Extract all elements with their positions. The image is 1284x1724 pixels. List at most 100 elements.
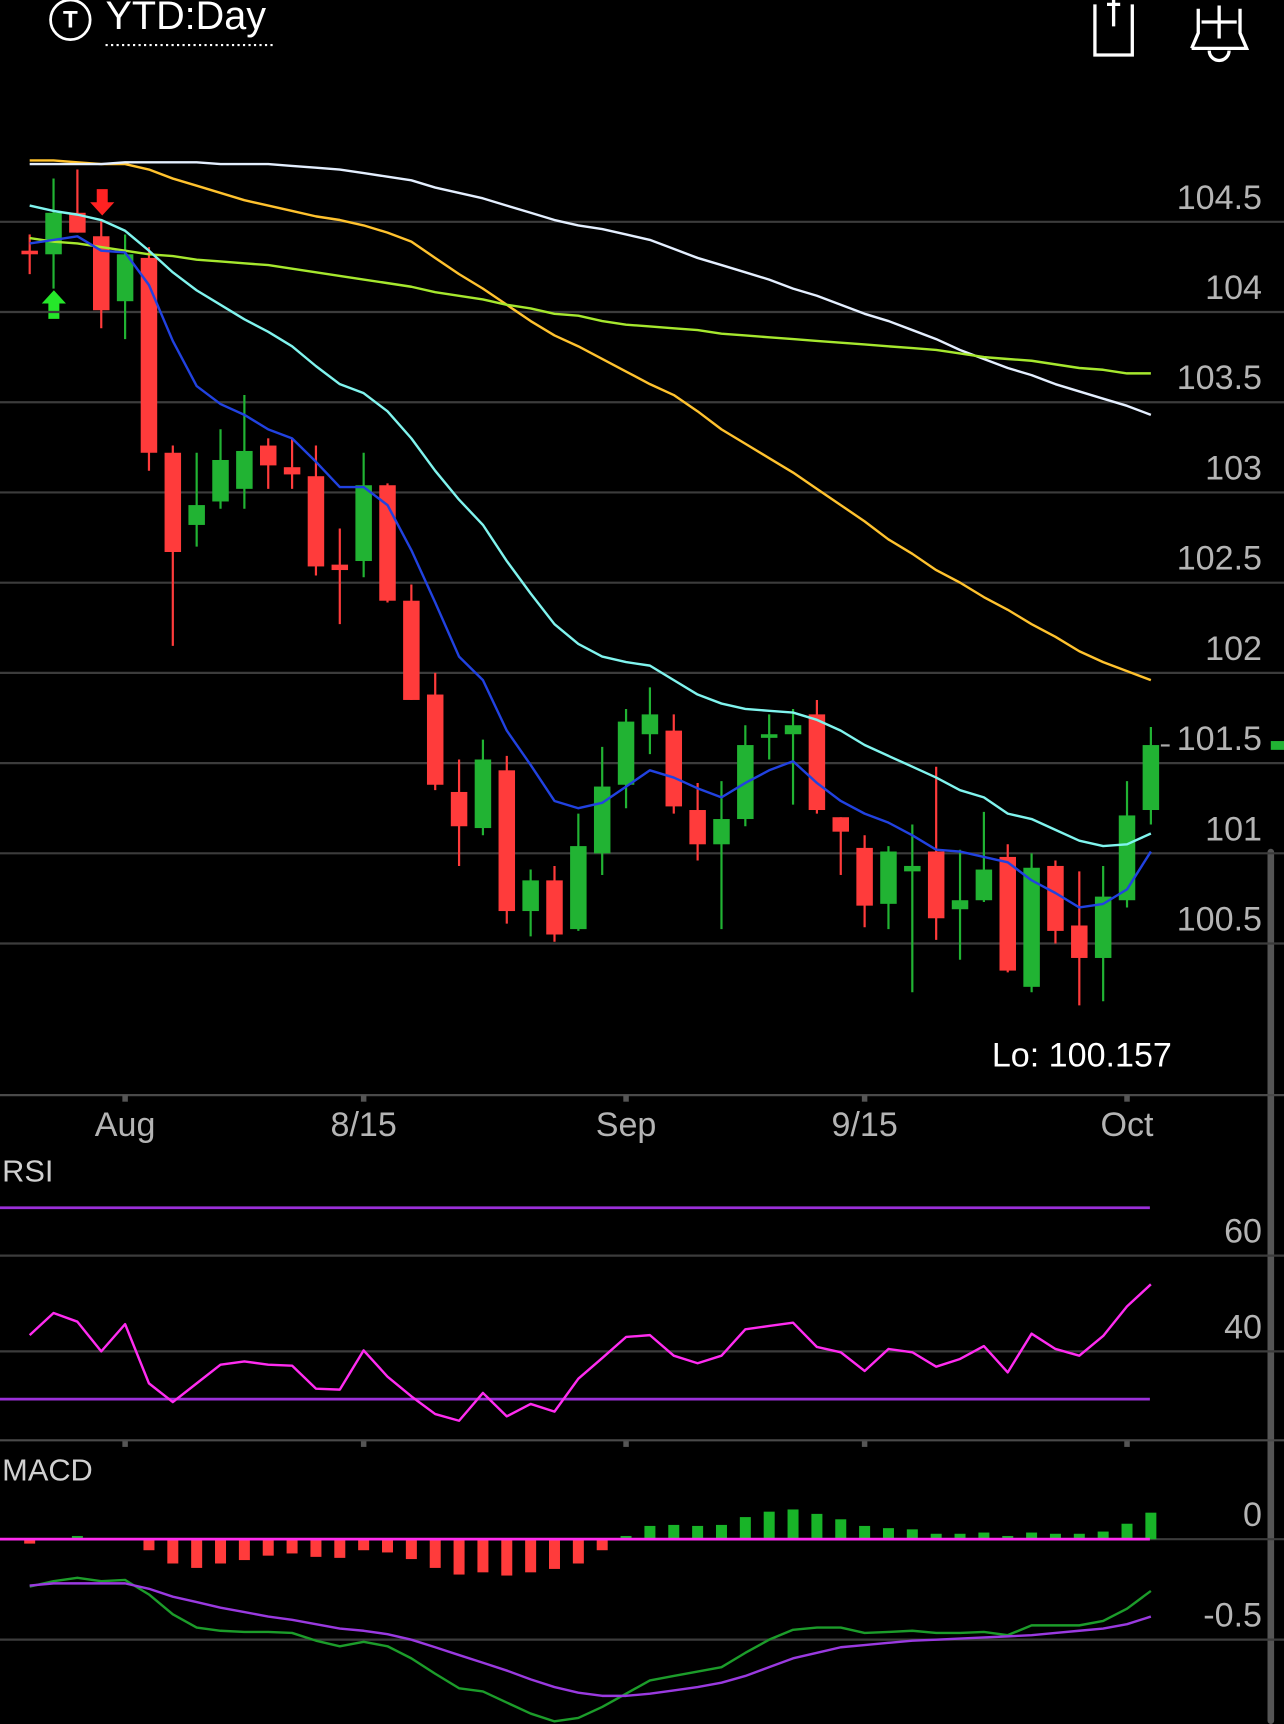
candle-body xyxy=(760,734,778,738)
histogram-bar xyxy=(835,1519,847,1540)
candle-body xyxy=(1047,865,1064,931)
y-tick-label: 0 xyxy=(1243,1496,1262,1534)
candle-body xyxy=(832,817,850,832)
scrollbar[interactable] xyxy=(1267,848,1275,1724)
histogram-bar xyxy=(548,1539,560,1569)
histogram-bar xyxy=(811,1513,823,1540)
histogram-bar xyxy=(668,1524,680,1540)
candle-body xyxy=(784,725,802,735)
candle-body xyxy=(808,714,826,811)
y-tick-label: 103.5 xyxy=(1177,359,1262,397)
histogram-bar xyxy=(1145,1512,1157,1540)
histogram-bar xyxy=(954,1533,966,1540)
share-icon[interactable] xyxy=(1093,0,1134,57)
candle-body xyxy=(951,900,969,910)
candle-body xyxy=(1118,815,1136,901)
header[interactable]: T YTD:Day xyxy=(49,0,274,47)
histogram-bar xyxy=(882,1528,894,1540)
candle-body xyxy=(689,810,706,845)
candle-body xyxy=(522,880,539,912)
candle-body xyxy=(1094,896,1112,958)
indicator-line xyxy=(29,1582,1152,1698)
histogram-bar xyxy=(739,1517,751,1540)
share-button[interactable] xyxy=(1093,0,1134,57)
alert-icon[interactable] xyxy=(1190,5,1250,63)
histogram-bar xyxy=(978,1532,990,1540)
ticker-icon-letter[interactable]: T xyxy=(63,6,78,33)
x-tick-label: Oct xyxy=(1101,1106,1155,1144)
candle-body xyxy=(713,819,730,845)
candle-body xyxy=(856,847,873,906)
low-annotation: Lo: 100.157 xyxy=(992,1037,1172,1075)
indicator-line xyxy=(29,204,1152,848)
candle-body xyxy=(236,450,253,489)
y-tick-label: 103 xyxy=(1205,449,1262,487)
candle-body xyxy=(1071,925,1088,958)
x-tick-label: Aug xyxy=(95,1106,156,1144)
candle-body xyxy=(45,212,62,255)
histogram-bar xyxy=(1002,1535,1014,1540)
histogram-bar xyxy=(596,1539,608,1551)
candle-body xyxy=(999,856,1016,971)
y-tick-label: 102.5 xyxy=(1177,540,1262,578)
x-tick-label: 8/15 xyxy=(330,1106,396,1144)
histogram-bar xyxy=(572,1539,584,1564)
histogram-bar xyxy=(501,1539,513,1576)
candle-body xyxy=(665,730,683,807)
candle-body xyxy=(426,694,444,785)
buy-signal-arrow xyxy=(41,290,66,319)
histogram-bar xyxy=(310,1539,322,1557)
histogram-bar xyxy=(286,1539,298,1554)
histogram-bar xyxy=(71,1535,83,1540)
histogram-bar xyxy=(1121,1523,1133,1540)
y-tick-label: 102 xyxy=(1205,630,1262,668)
histogram-bar xyxy=(429,1539,441,1568)
candle-body xyxy=(617,721,635,785)
indicator-line xyxy=(29,236,1151,375)
y-tick-label: 60 xyxy=(1224,1213,1262,1251)
histogram-bar xyxy=(1097,1531,1109,1540)
timeframe-title[interactable]: YTD:Day xyxy=(106,0,267,38)
candle-body xyxy=(593,786,611,854)
y-tick-label: 101 xyxy=(1205,810,1262,848)
candle-body xyxy=(355,485,372,562)
panel-title: MACD xyxy=(2,1452,93,1487)
candle-body xyxy=(474,759,492,829)
candle-body xyxy=(164,452,182,553)
y-tick-label: 100.5 xyxy=(1177,901,1262,939)
histogram-bar xyxy=(334,1539,346,1558)
candle-body xyxy=(212,459,229,502)
histogram-bar xyxy=(477,1539,489,1573)
candle-body xyxy=(570,846,587,930)
y-tick-label: 104 xyxy=(1205,269,1262,307)
candle-body xyxy=(1142,745,1160,811)
histogram-bar xyxy=(382,1539,394,1553)
candle-body xyxy=(116,254,134,302)
candle-body xyxy=(927,851,945,919)
candle-body xyxy=(93,236,110,311)
candle-body xyxy=(450,791,468,827)
histogram-bar xyxy=(143,1539,155,1551)
y-tick-label: 101.5 xyxy=(1177,720,1262,758)
candle-body xyxy=(1023,867,1040,987)
candle-body xyxy=(21,250,38,255)
indicator-line xyxy=(29,1576,1152,1723)
indicator-line xyxy=(29,159,1152,682)
histogram-bar xyxy=(620,1535,632,1540)
histogram-bar xyxy=(644,1525,656,1540)
candle-body xyxy=(140,257,158,453)
histogram-bar xyxy=(191,1539,203,1568)
histogram-bar xyxy=(24,1539,36,1544)
candle-body xyxy=(188,505,205,525)
histogram-bar xyxy=(167,1539,179,1564)
indicator-line xyxy=(28,1283,1152,1422)
y-tick-label: -0.5 xyxy=(1203,1597,1262,1635)
ticker-icon[interactable] xyxy=(49,0,92,41)
alert-button[interactable] xyxy=(1190,5,1250,63)
last-price-marker xyxy=(1270,741,1284,750)
y-tick-label: 104.5 xyxy=(1177,179,1262,217)
indicator-line xyxy=(29,161,1152,416)
histogram-bar xyxy=(715,1524,727,1540)
histogram-bar xyxy=(692,1525,704,1540)
